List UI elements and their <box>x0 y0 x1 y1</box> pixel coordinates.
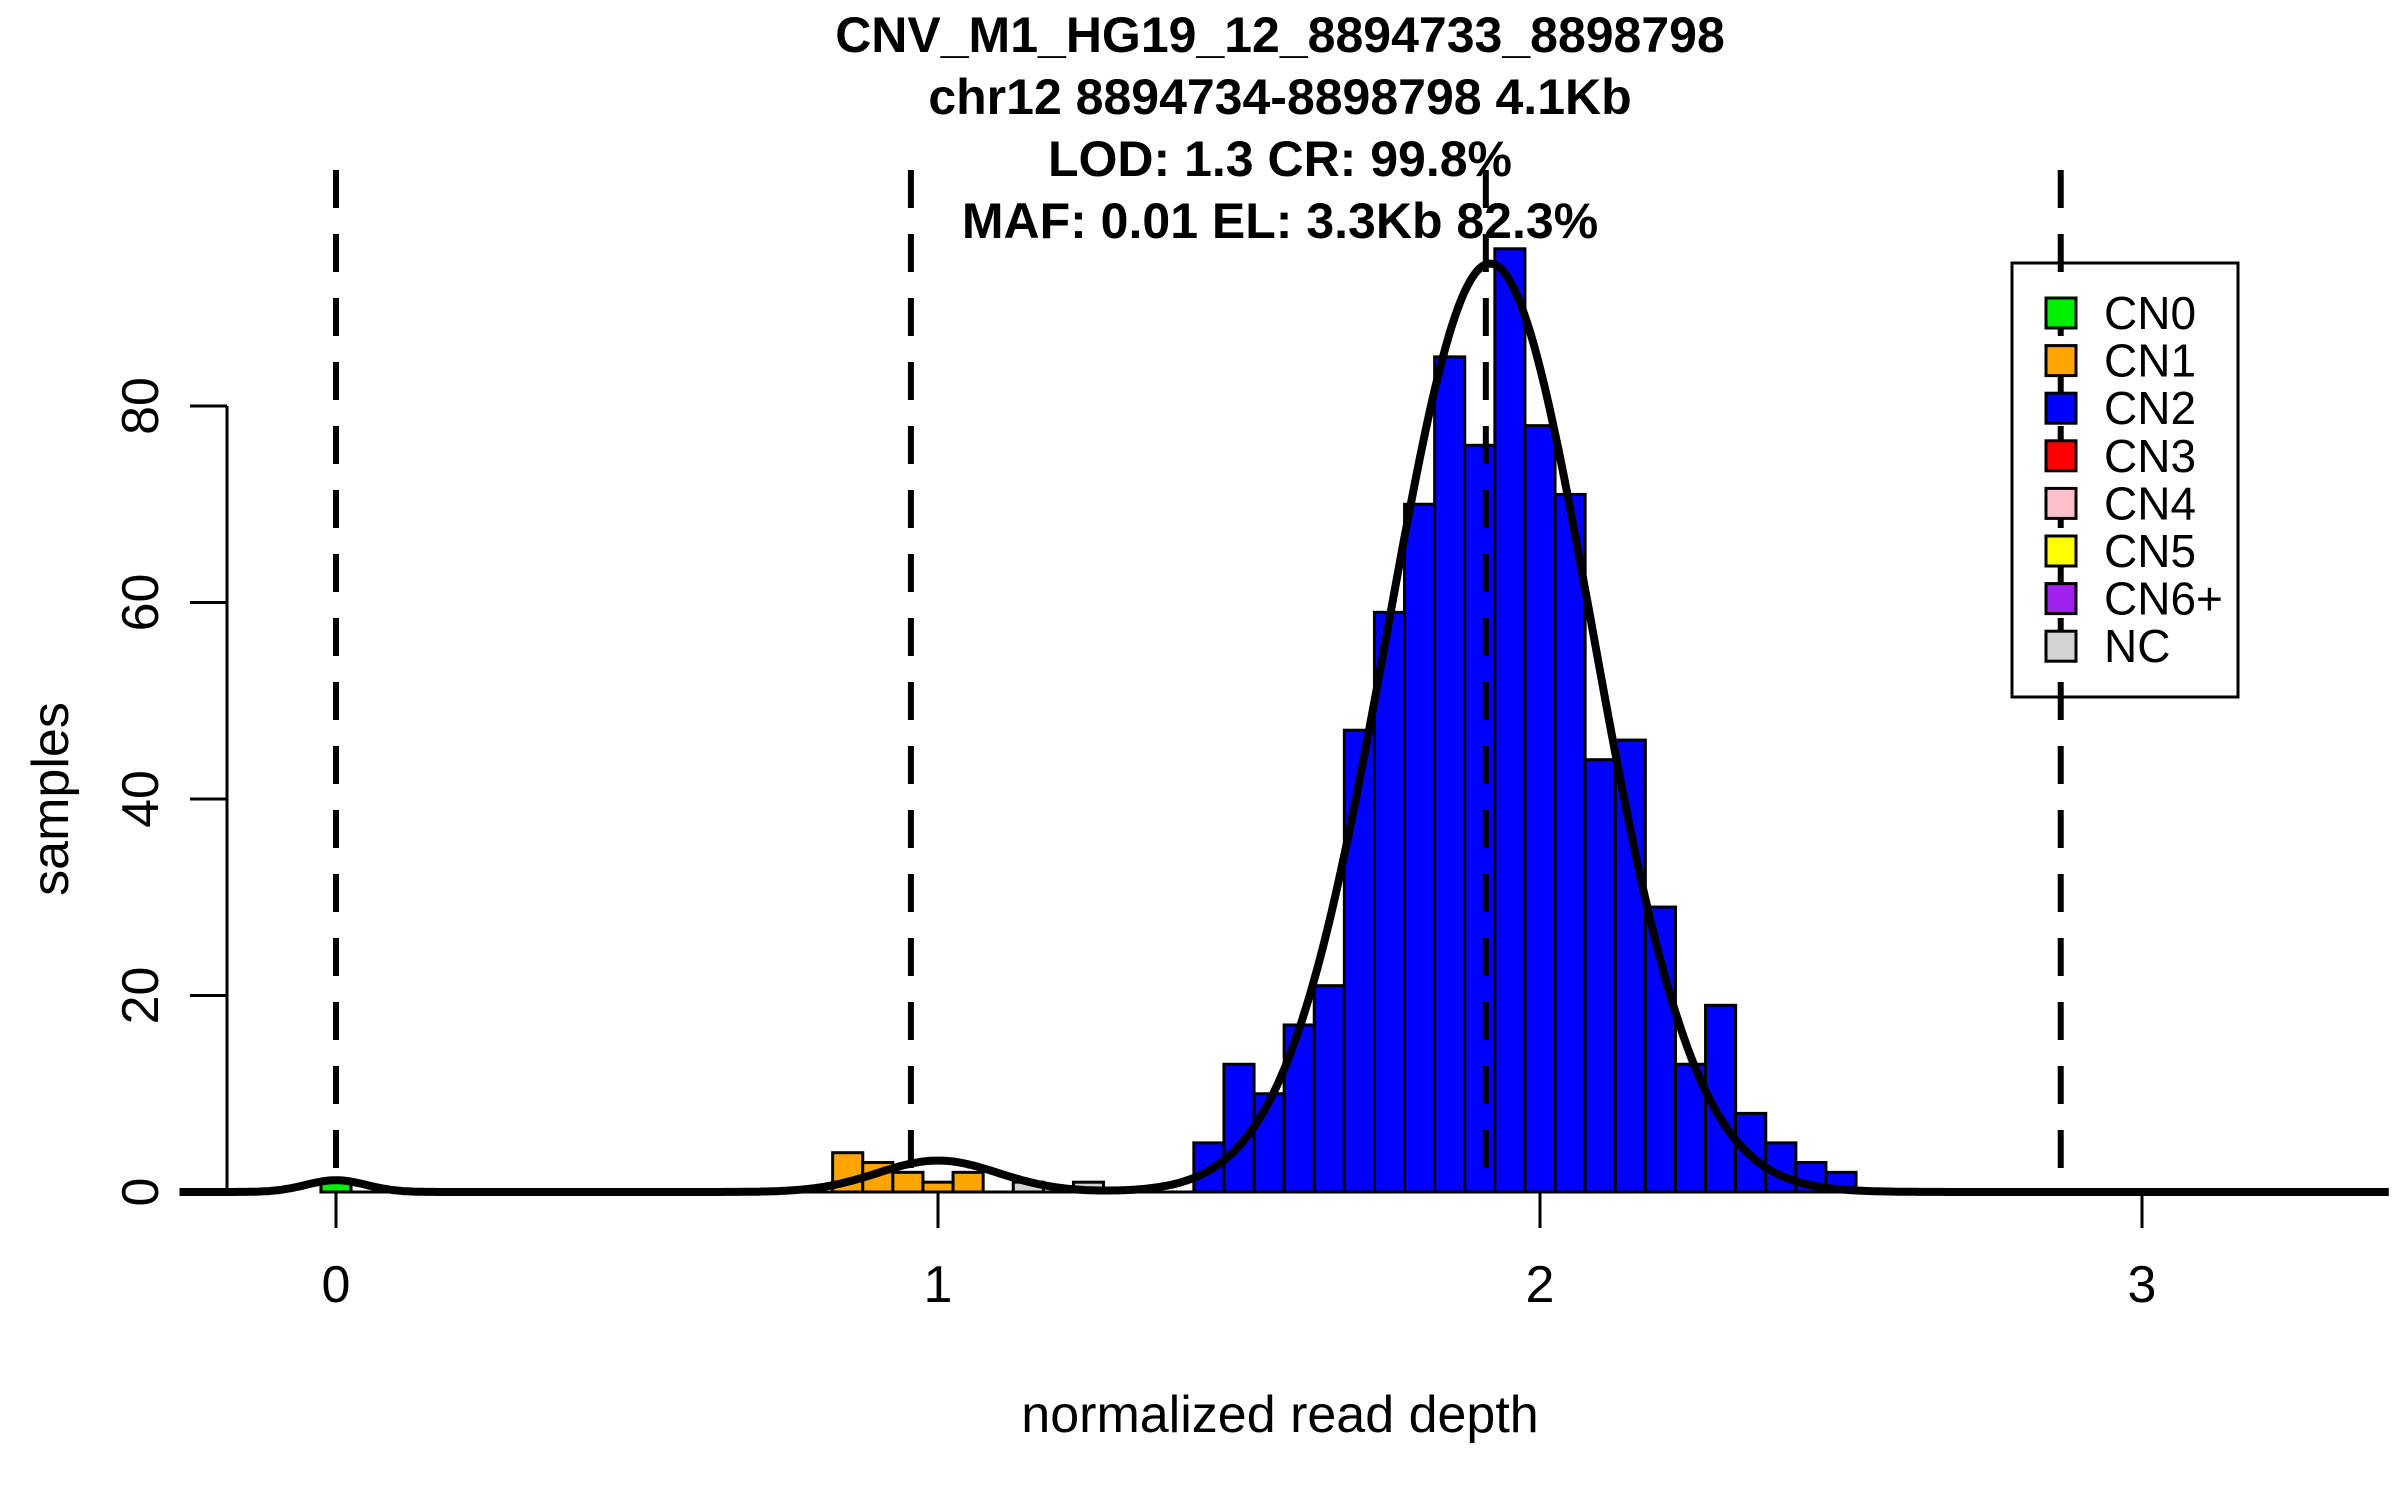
legend-swatch-cn5 <box>2044 534 2078 568</box>
dashed-lines-layer <box>333 170 2064 1192</box>
legend-swatch-cn6plus <box>2044 582 2078 616</box>
legend-label-cn5: CN5 <box>2104 525 2196 577</box>
legend-label-cn2: CN2 <box>2104 382 2196 434</box>
y-tick-label: 60 <box>112 574 170 632</box>
y-tick-label: 0 <box>112 1178 170 1207</box>
legend-label-cn6plus: CN6+ <box>2104 573 2223 625</box>
plot-title-line-3: LOD: 1.3 CR: 99.8% <box>1048 131 1512 187</box>
x-axis-label: normalized read depth <box>1021 1386 1538 1444</box>
legend-swatch-cn3 <box>2044 439 2078 473</box>
histogram-bar-cn2 <box>1222 1062 1256 1194</box>
y-tick-label: 40 <box>112 770 170 828</box>
histogram-bar-cn2 <box>1403 502 1437 1194</box>
legend-swatch-cn2 <box>2044 391 2078 425</box>
histogram-bar-cn1 <box>921 1180 955 1194</box>
bars-layer <box>319 247 1858 1194</box>
legend-swatch-cn1 <box>2044 344 2078 378</box>
y-tick-label: 20 <box>112 967 170 1025</box>
legend-label-cn1: CN1 <box>2104 335 2196 387</box>
plot-title-line-2: chr12 8894734-8898798 4.1Kb <box>928 69 1631 125</box>
histogram-bar-cn2 <box>1312 984 1346 1194</box>
x-tick-label: 3 <box>2128 1256 2157 1314</box>
histogram-bar-cn2 <box>1553 492 1587 1194</box>
histogram-bar-cn2 <box>1433 355 1467 1194</box>
histogram-bar-cn1 <box>951 1170 985 1194</box>
histogram-bar-cn2 <box>1613 738 1647 1194</box>
histogram-bar-cn2 <box>1523 424 1557 1194</box>
histogram-bar-cn2 <box>1583 758 1617 1194</box>
y-axis-label: samples <box>22 702 80 896</box>
histogram-bar-cn1 <box>891 1170 925 1194</box>
legend-box-layer <box>2010 261 2240 699</box>
legend-box <box>2010 261 2240 699</box>
density-curve-layer <box>178 259 2390 1196</box>
legend-label-cn4: CN4 <box>2104 477 2196 529</box>
x-tick-label: 2 <box>1526 1256 1555 1314</box>
histogram-bar-cn2 <box>1463 443 1497 1194</box>
x-tick-label: 0 <box>322 1256 351 1314</box>
y-tick-label: 80 <box>112 377 170 435</box>
density-curve <box>178 259 2390 1196</box>
legend-label-cn3: CN3 <box>2104 430 2196 482</box>
histogram-bar-cn2 <box>1493 247 1527 1194</box>
legend-label-nc: NC <box>2104 620 2170 672</box>
plot-title-line-1: CNV_M1_HG19_12_8894733_8898798 <box>835 7 1725 63</box>
legend-swatch-cn0 <box>2044 296 2078 330</box>
histogram-bar-cn2 <box>1372 610 1407 1194</box>
legend-swatch-cn4 <box>2044 486 2078 520</box>
x-tick-label: 1 <box>924 1256 953 1314</box>
plot-title-line-4: MAF: 0.01 EL: 3.3Kb 82.3% <box>962 193 1598 249</box>
legend-label-cn0: CN0 <box>2104 287 2196 339</box>
legend-swatch-nc <box>2044 629 2078 663</box>
